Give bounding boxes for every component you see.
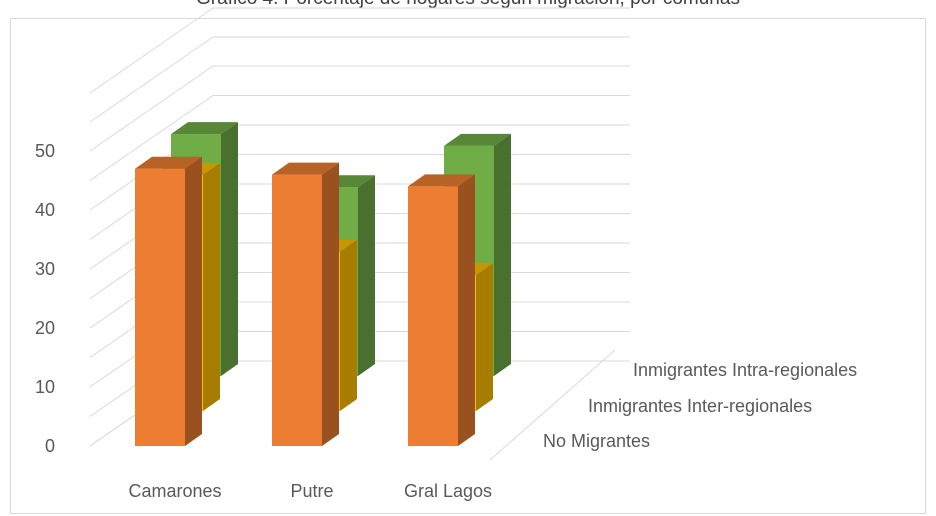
gridline-side (89, 65, 214, 152)
x-tick-label: Camarones (128, 481, 221, 501)
bar-side (203, 163, 220, 411)
y-tick-label: 20 (35, 318, 55, 338)
bar-side (494, 133, 511, 376)
bar (272, 162, 339, 446)
bar-side (185, 156, 202, 446)
bar-side (221, 122, 238, 376)
series-label: No Migrantes (543, 431, 650, 451)
bar-side (322, 162, 339, 446)
series-label: Inmigrantes Intra-regionales (633, 360, 857, 380)
depth-axis (489, 349, 616, 461)
bar-side (458, 174, 475, 446)
gridline-side (89, 7, 214, 94)
bar-top (272, 162, 339, 175)
bars (135, 122, 511, 446)
gridline-side (89, 36, 214, 123)
bar (408, 174, 475, 446)
y-tick-label: 0 (45, 436, 55, 456)
bar-top (135, 156, 202, 169)
bar-front (135, 168, 185, 446)
y-tick-label: 50 (35, 141, 55, 161)
bar-front (408, 186, 458, 446)
x-tick-label: Gral Lagos (404, 481, 492, 501)
gridline-side (89, 95, 214, 181)
y-tick-label: 40 (35, 200, 55, 220)
bar (135, 156, 202, 446)
bar-top (408, 174, 475, 187)
bar-front (272, 174, 322, 446)
bar-side (358, 175, 375, 376)
series-label: Inmigrantes Inter-regionales (588, 396, 812, 416)
bar-side (476, 263, 493, 411)
bar-side (340, 239, 357, 411)
chart-title: Gráfico 4. Porcentaje de hogares según m… (0, 0, 936, 12)
bar-top (444, 133, 511, 146)
bar-top (171, 122, 238, 135)
y-tick-label: 30 (35, 259, 55, 279)
y-tick-label: 10 (35, 377, 55, 397)
x-tick-label: Putre (290, 481, 333, 501)
labels: 0 10 20 30 40 50 Camarones Putre Gral Lagos No Mi… (35, 141, 857, 501)
